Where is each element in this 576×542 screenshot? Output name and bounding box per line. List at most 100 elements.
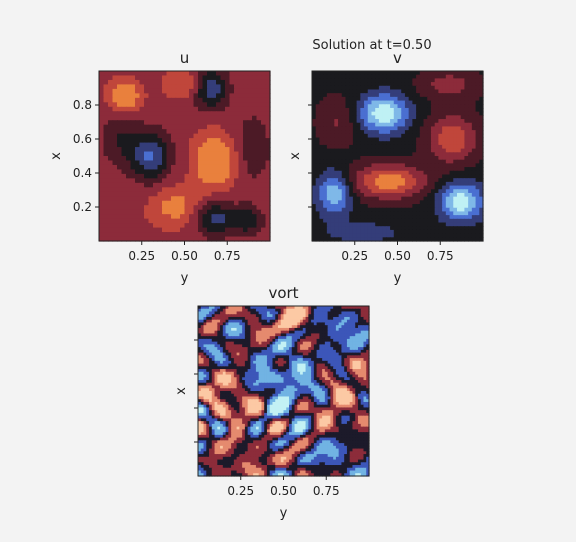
field-cell — [238, 84, 244, 90]
field-cell — [316, 322, 320, 326]
field-cell — [253, 338, 257, 343]
field-cell — [256, 227, 262, 233]
field-cell — [456, 233, 462, 238]
field-cell — [475, 229, 480, 235]
field-cell — [238, 151, 244, 157]
field-cell — [117, 71, 123, 77]
field-cell — [346, 360, 351, 365]
field-cell — [438, 74, 443, 79]
field-cell — [390, 196, 395, 201]
field-cell — [216, 120, 222, 126]
field-cell — [349, 181, 354, 187]
field-cell — [344, 308, 348, 313]
field-cell — [324, 314, 329, 318]
field-cell — [250, 366, 254, 370]
field-cell — [308, 341, 312, 345]
field-cell — [211, 173, 217, 179]
field-cell — [313, 306, 318, 310]
field-cell — [445, 141, 451, 146]
field-cell — [366, 316, 370, 321]
field-cell — [166, 227, 172, 233]
field-cell — [475, 215, 480, 220]
field-cell — [330, 233, 335, 238]
field-cell — [363, 363, 367, 367]
field-cell — [445, 137, 451, 142]
field-cell — [207, 191, 213, 197]
field-cell — [294, 338, 298, 343]
field-cell — [460, 130, 466, 135]
field-cell — [449, 148, 454, 153]
field-cell — [364, 71, 369, 76]
field-cell — [330, 237, 335, 242]
field-cell — [319, 100, 324, 105]
field-cell — [189, 124, 195, 130]
field-cell — [184, 115, 190, 121]
field-cell — [334, 119, 339, 124]
field-cell — [198, 106, 204, 112]
field-cell — [475, 156, 480, 161]
field-cell — [330, 358, 334, 362]
field-cell — [225, 187, 231, 193]
field-cell — [184, 133, 190, 139]
field-cell — [258, 308, 263, 313]
field-cell — [382, 133, 387, 139]
field-cell — [330, 93, 335, 98]
field-cell — [203, 344, 207, 348]
field-cell — [139, 218, 145, 224]
field-cell — [378, 159, 384, 164]
field-cell — [261, 330, 265, 335]
field-cell — [326, 100, 332, 105]
field-cell — [255, 311, 260, 315]
field-cell — [175, 156, 181, 162]
field-cell — [427, 144, 432, 150]
field-cell — [229, 120, 235, 126]
field-cell — [468, 204, 473, 209]
field-cell — [203, 360, 207, 365]
field-cell — [408, 156, 413, 161]
field-cell — [327, 352, 331, 356]
field-cell — [258, 349, 263, 354]
field-cell — [112, 227, 118, 233]
field-cell — [300, 344, 304, 348]
field-cell — [430, 237, 436, 242]
field-cell — [334, 218, 339, 224]
field-cell — [258, 363, 263, 367]
field-cell — [258, 352, 263, 356]
field-cell — [198, 93, 204, 99]
field-cell — [266, 327, 271, 332]
field-cell — [330, 338, 334, 343]
field-cell — [297, 344, 301, 348]
field-cell — [244, 333, 249, 337]
field-cell — [266, 360, 271, 365]
field-cell — [349, 237, 354, 242]
field-cell — [144, 209, 150, 215]
field-cell — [378, 226, 384, 231]
field-cell — [479, 122, 484, 128]
field-cell — [217, 327, 221, 332]
field-cell — [175, 75, 181, 81]
field-cell — [229, 71, 235, 77]
field-cell — [313, 363, 318, 367]
field-cell — [225, 164, 231, 171]
field-cell — [434, 229, 439, 235]
field-cell — [430, 100, 436, 105]
field-cell — [126, 173, 132, 179]
field-cell — [265, 120, 271, 126]
field-cell — [117, 232, 123, 238]
field-cell — [243, 173, 249, 179]
field-cell — [479, 93, 484, 98]
field-cell — [423, 133, 428, 139]
field-cell — [200, 311, 205, 315]
field-cell — [217, 363, 221, 367]
field-cell — [386, 196, 391, 201]
field-cell — [479, 215, 484, 220]
field-cell — [316, 344, 320, 348]
field-cell — [330, 100, 335, 105]
field-cell — [261, 75, 267, 81]
field-cell — [326, 196, 332, 201]
field-cell — [126, 120, 132, 126]
field-cell — [294, 341, 298, 345]
field-cell — [234, 236, 240, 242]
field-cell — [157, 232, 163, 238]
field-cell — [326, 115, 332, 120]
